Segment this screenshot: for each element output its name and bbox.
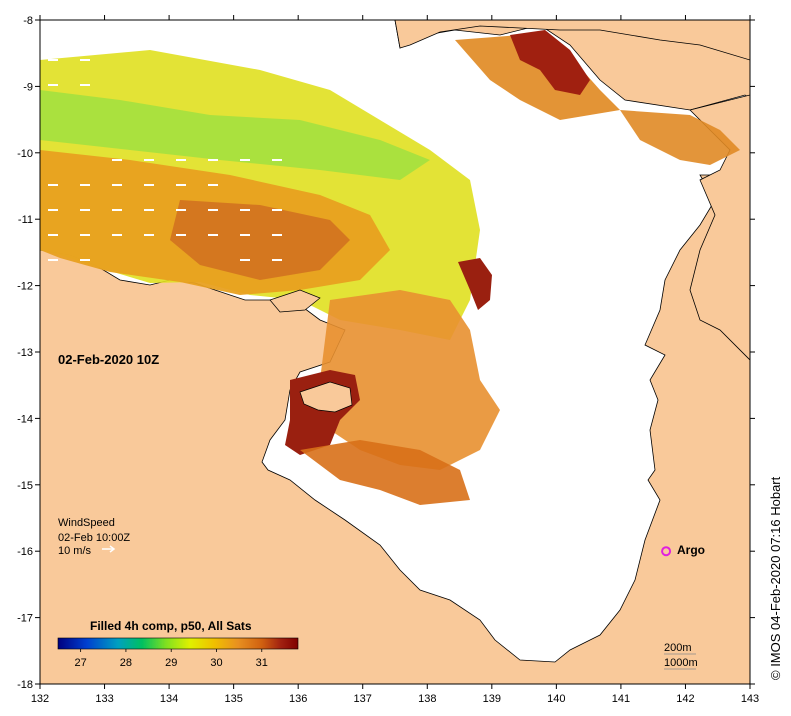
new-guinea-land	[394, 20, 750, 61]
sst-orange-east-strip	[620, 110, 740, 165]
x-tick-label: 142	[676, 693, 694, 705]
y-tick-label: -9	[23, 81, 33, 93]
y-tick: -13	[17, 347, 755, 359]
x-tick: 135	[224, 15, 243, 705]
wind-legend-time: 02-Feb 10:00Z	[58, 532, 130, 544]
x-tick: 136	[289, 15, 307, 705]
x-tick-label: 137	[354, 693, 372, 705]
x-tick: 132	[31, 15, 49, 705]
y-tick: -10	[17, 148, 755, 160]
y-tick: -14	[17, 413, 755, 425]
y-tick: -15	[17, 480, 755, 492]
y-tick: -8	[23, 15, 755, 27]
x-tick-label: 136	[289, 693, 307, 705]
coast-islands	[269, 289, 321, 313]
colorbar-tick-label: 29	[165, 657, 177, 669]
y-tick: -17	[17, 613, 755, 625]
colorbar-title: Filled 4h comp, p50, All Sats	[90, 619, 252, 633]
wind-legend-arrow-icon	[102, 545, 116, 553]
y-tick-label: -17	[17, 613, 33, 625]
credit-text: © IMOS 04-Feb-2020 07:16 Hobart	[768, 476, 783, 680]
wind-legend-scale: 10 m/s	[58, 545, 92, 557]
depth-legend-200m: 200m	[664, 642, 692, 654]
y-tick-label: -14	[17, 413, 33, 425]
y-tick: -12	[17, 281, 755, 293]
x-tick-label: 132	[31, 693, 49, 705]
y-tick-label: -12	[17, 281, 33, 293]
groote-island	[299, 381, 353, 413]
y-tick-label: -18	[17, 679, 33, 691]
x-tick: 140	[547, 15, 566, 705]
x-tick: 138	[418, 15, 436, 705]
y-tick-label: -15	[17, 480, 33, 492]
axes: 132 133 134 135 136 137 138 139 140 141 142 143 -8 -9…	[17, 15, 759, 705]
x-tick-label: 140	[547, 693, 565, 705]
cape-york-land	[689, 94, 750, 361]
colorbar	[57, 637, 299, 650]
y-tick-label: -16	[17, 546, 33, 558]
x-tick-label: 135	[224, 693, 242, 705]
y-tick-label: -8	[23, 15, 33, 27]
colorbar-ticks: 27 28 29 30 31	[75, 649, 268, 669]
sst-darkorange-core	[170, 200, 350, 280]
colorbar-tick-label: 31	[256, 657, 268, 669]
sst-orange-south	[300, 440, 470, 505]
colorbar-tick-label: 27	[75, 657, 87, 669]
x-tick-label: 141	[612, 693, 630, 705]
x-tick-label: 134	[160, 693, 178, 705]
x-tick: 143	[741, 15, 759, 705]
argo-float-marker[interactable]	[661, 546, 672, 557]
y-tick: -16	[17, 546, 755, 558]
x-tick: 141	[612, 15, 630, 705]
sst-red-central	[458, 258, 492, 310]
wind-legend-title: WindSpeed	[58, 517, 115, 529]
x-tick: 137	[354, 15, 372, 705]
colorbar-tick-label: 30	[210, 657, 222, 669]
plot-area: Argo 02-Feb-2020 10Z WindSpeed 02-Feb 10…	[40, 20, 750, 684]
depth-legend-1000m: 1000m	[664, 657, 698, 669]
x-tick-label: 138	[418, 693, 436, 705]
x-tick: 133	[95, 15, 114, 705]
y-tick-label: -11	[18, 214, 33, 226]
x-tick: 139	[483, 15, 501, 705]
sst-orange-north	[455, 35, 620, 120]
x-tick-label: 139	[483, 693, 501, 705]
x-tick-label: 133	[95, 693, 113, 705]
y-tick: -18	[17, 679, 755, 691]
y-tick: -9	[23, 81, 755, 93]
y-tick-label: -13	[17, 347, 33, 359]
x-tick: 134	[160, 15, 178, 705]
date-label: 02-Feb-2020 10Z	[58, 352, 159, 367]
x-tick: 142	[676, 15, 695, 705]
sst-orange-central	[320, 290, 500, 470]
sst-green-band	[40, 90, 430, 180]
colorbar-tick-label: 28	[120, 657, 132, 669]
y-tick: -11	[18, 214, 755, 226]
sst-red-north	[510, 30, 590, 95]
argo-label: Argo	[677, 543, 705, 557]
x-tick-label: 143	[741, 693, 759, 705]
y-tick-label: -10	[17, 148, 33, 160]
wind-vectors	[48, 59, 282, 261]
